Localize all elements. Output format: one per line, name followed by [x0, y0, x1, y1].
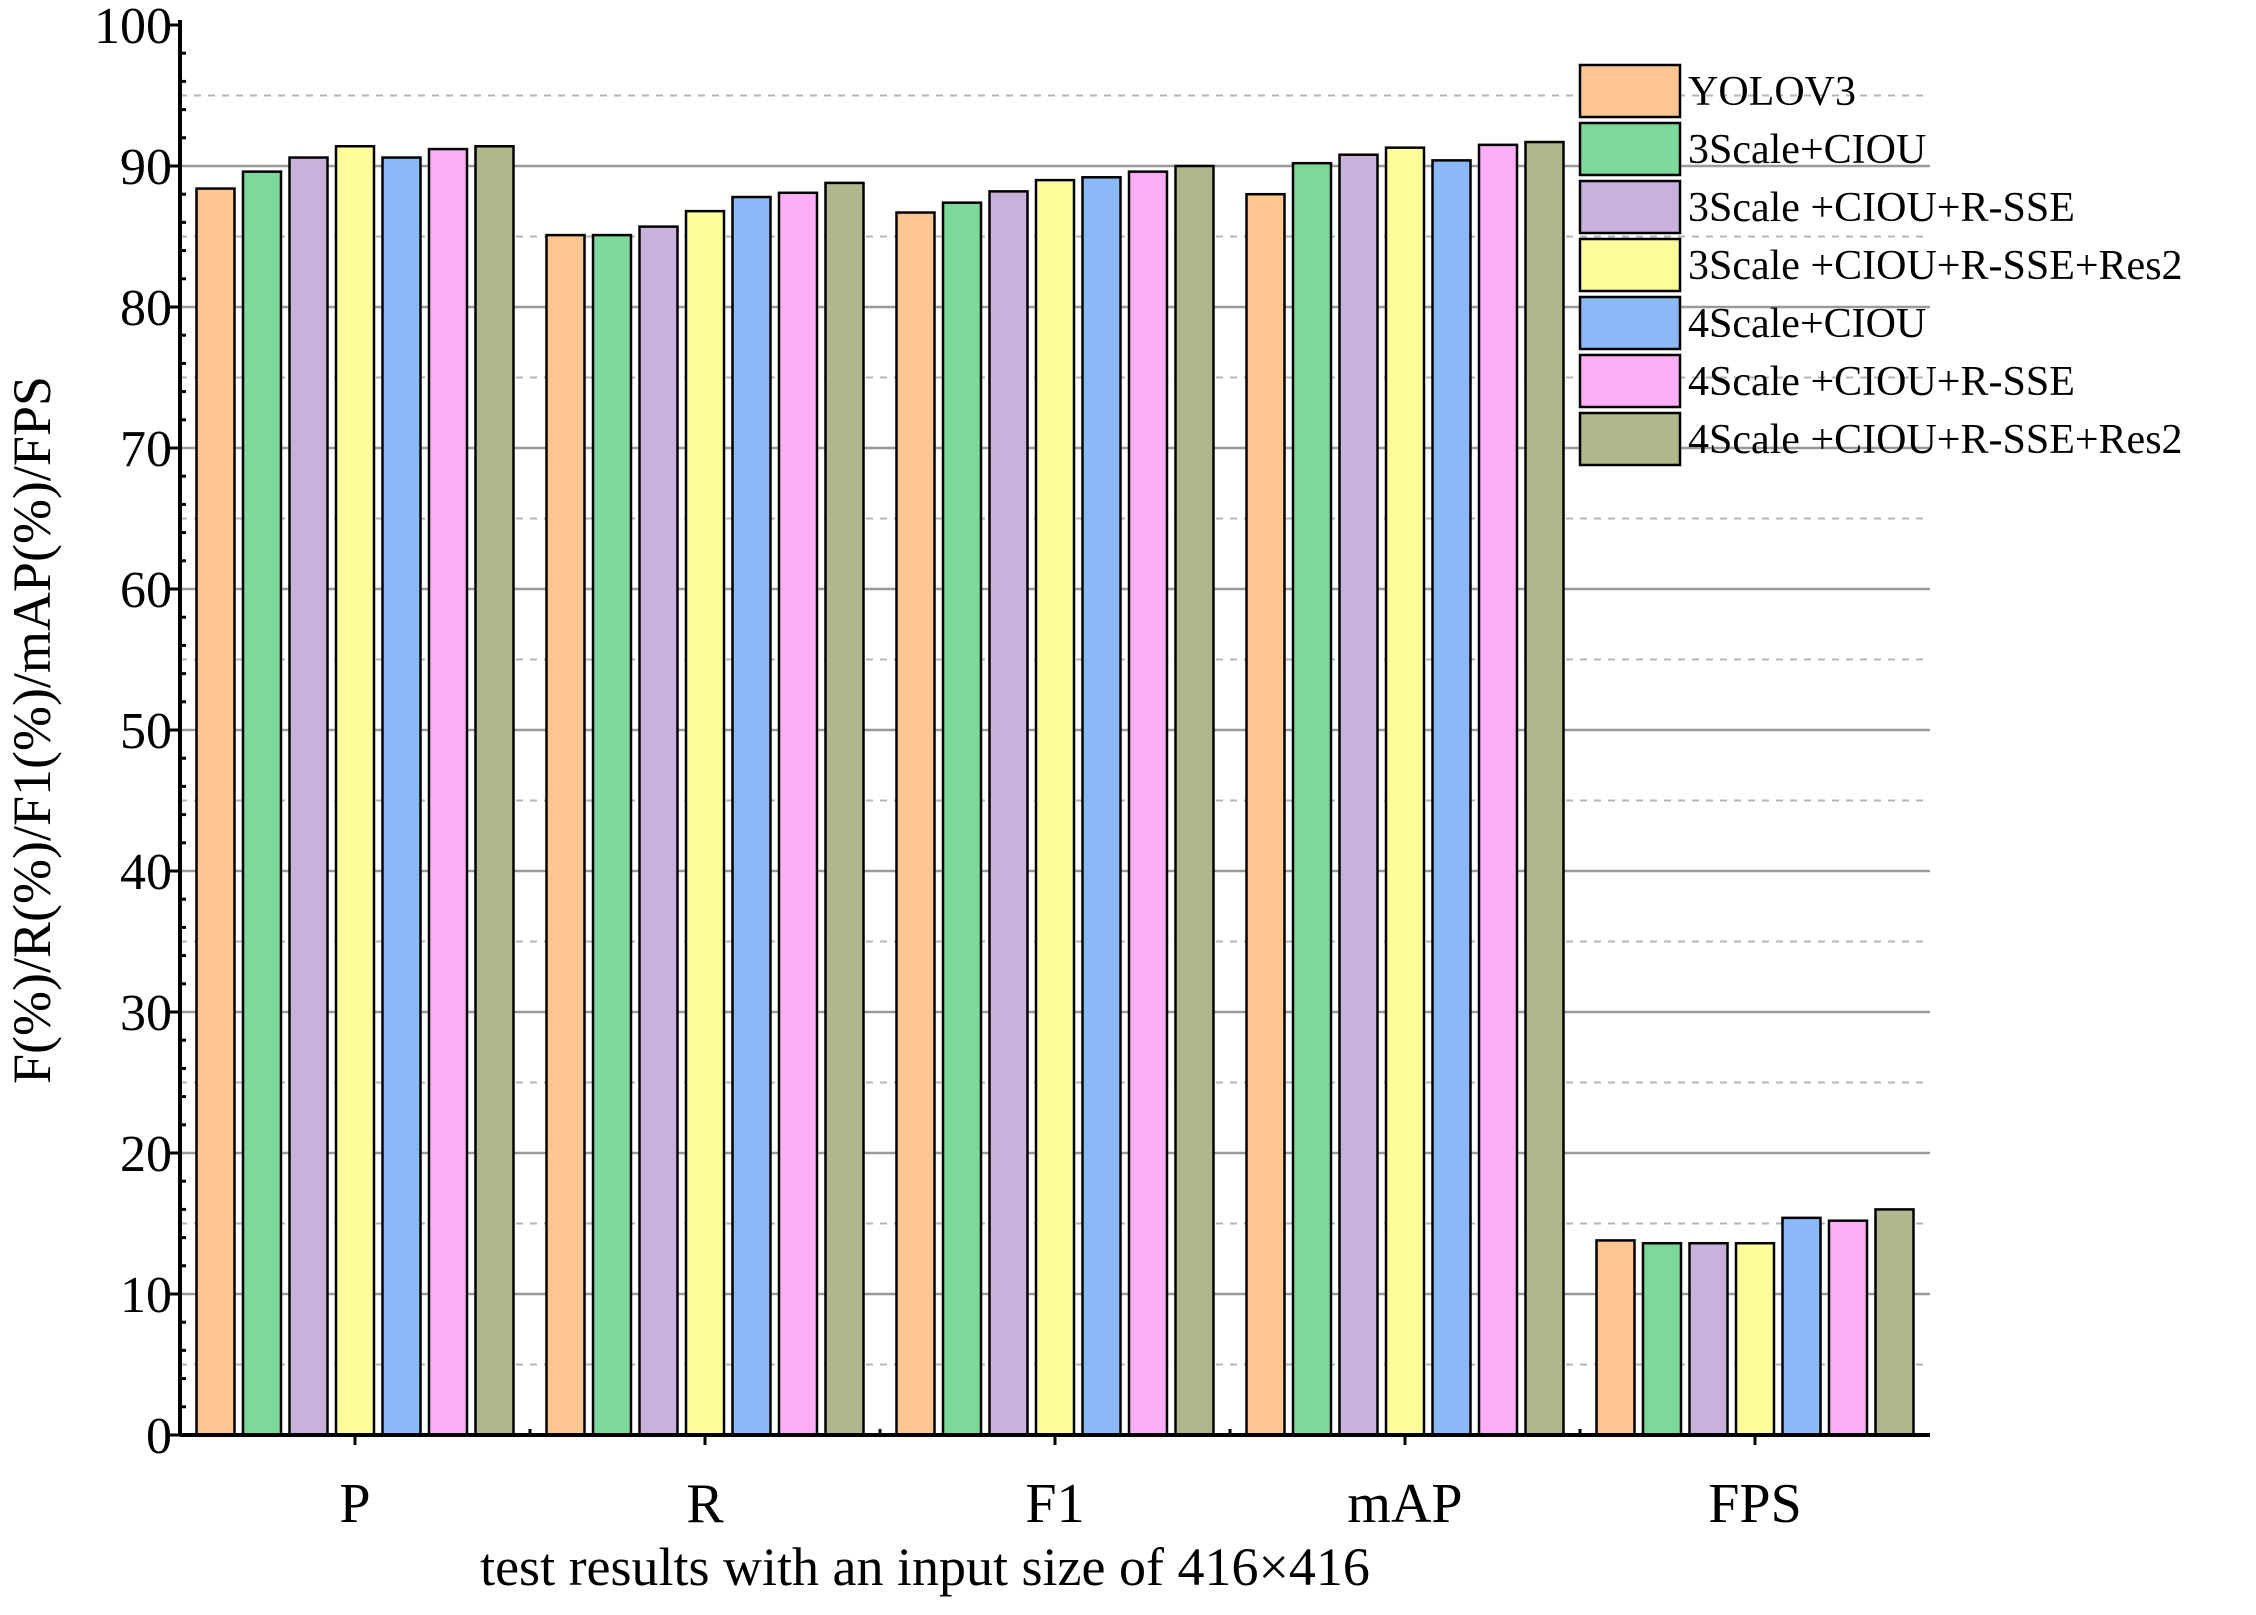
- y-tick-label: 0: [146, 1408, 172, 1465]
- bar-mAP-2: [1291, 161, 1333, 1437]
- legend-label: 4Scale+CIOU: [1688, 301, 1926, 347]
- y-tick-labels: 0 10 20 30 40 50 60 70 80 90 100: [94, 0, 172, 1465]
- bar-mAP-1: [1245, 192, 1286, 1437]
- legend-label: 4Scale +CIOU+R-SSE: [1688, 359, 2075, 405]
- y-tick-label: 70: [120, 421, 172, 478]
- bar-FPS-5: [1781, 1216, 1822, 1437]
- y-tick-label: 60: [120, 562, 172, 619]
- bar-FPS-7: [1874, 1208, 1915, 1437]
- y-tick-label: 100: [94, 0, 172, 55]
- bar-R-6: [777, 191, 819, 1437]
- bar-F1-2: [941, 201, 983, 1437]
- legend-label: 4Scale +CIOU+R-SSE+Res2: [1688, 417, 2183, 463]
- y-tick-label: 10: [120, 1267, 172, 1324]
- legend-swatch: [1578, 237, 1682, 293]
- bar-P-3: [288, 156, 329, 1437]
- bar-FPS-1: [1595, 1239, 1636, 1437]
- bar-mAP-4: [1384, 146, 1426, 1437]
- legend-swatch: [1578, 63, 1682, 119]
- bar-P-4: [334, 145, 376, 1437]
- bar-FPS-2: [1641, 1241, 1683, 1437]
- x-category-label: R: [686, 1473, 724, 1535]
- bar-mAP-3: [1338, 153, 1379, 1437]
- bar-F1-4: [1034, 178, 1076, 1437]
- bar-R-3: [638, 225, 679, 1437]
- bar-P-7: [474, 145, 515, 1437]
- x-category-label: FPS: [1708, 1473, 1801, 1535]
- bar-mAP-7: [1524, 140, 1565, 1437]
- y-axis-title: F(%)/R(%)/F1(%)/mAP(%)/FPS: [2, 376, 62, 1084]
- legend-swatch: [1578, 121, 1682, 177]
- bar-R-2: [591, 233, 633, 1437]
- legend-label: 3Scale +CIOU+R-SSE: [1688, 185, 2075, 231]
- bar-F1-5: [1081, 176, 1122, 1437]
- bar-mAP-5: [1431, 159, 1472, 1437]
- legend-label: YOLOV3: [1688, 69, 1856, 115]
- x-category-label: mAP: [1347, 1473, 1462, 1535]
- x-category-label: P: [339, 1473, 370, 1535]
- bar-FPS-3: [1688, 1241, 1729, 1437]
- legend-swatch: [1578, 179, 1682, 235]
- legend-label: 3Scale +CIOU+R-SSE+Res2: [1688, 243, 2183, 289]
- bar-P-5: [381, 156, 422, 1437]
- bar-R-5: [731, 195, 772, 1437]
- y-tick-label: 80: [120, 280, 172, 337]
- y-tick-label: 50: [120, 703, 172, 760]
- bar-F1-7: [1174, 164, 1215, 1437]
- bar-R-1: [545, 233, 586, 1437]
- bar-R-4: [684, 209, 726, 1437]
- legend-label: 3Scale+CIOU: [1688, 127, 1926, 173]
- bar-F1-3: [988, 190, 1029, 1437]
- y-tick-label: 30: [120, 985, 172, 1042]
- y-tick-label: 20: [120, 1126, 172, 1183]
- x-axis-title: test results with an input size of 416×4…: [480, 1537, 1370, 1597]
- bar-FPS-4: [1734, 1241, 1776, 1437]
- legend: YOLOV3 3Scale+CIOU 3Scale +CIOU+R-SSE 3Scal…: [1578, 63, 2183, 467]
- bars: [195, 140, 1915, 1437]
- bar-P-1: [195, 187, 236, 1437]
- x-category-label: F1: [1025, 1473, 1084, 1535]
- bar-P-6: [427, 147, 469, 1437]
- legend-swatch: [1578, 411, 1682, 467]
- legend-swatch: [1578, 295, 1682, 351]
- bar-F1-1: [895, 211, 936, 1437]
- y-tick-label: 40: [120, 844, 172, 901]
- y-tick-label: 90: [120, 139, 172, 196]
- bar-mAP-6: [1477, 143, 1519, 1437]
- bar-FPS-6: [1827, 1219, 1869, 1437]
- bar-P-2: [241, 170, 283, 1437]
- bar-R-7: [824, 181, 865, 1437]
- x-category-labels: P R F1 mAP FPS: [339, 1473, 1801, 1535]
- legend-swatch: [1578, 353, 1682, 409]
- axes: [166, 20, 1930, 1445]
- bar-F1-6: [1127, 170, 1169, 1437]
